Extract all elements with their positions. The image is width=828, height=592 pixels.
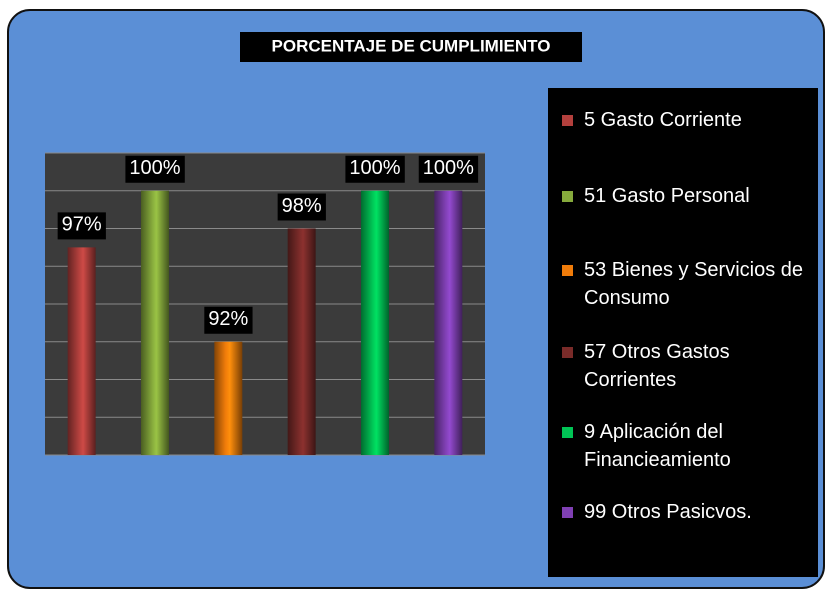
- legend-item: 5 Gasto Corriente: [562, 106, 814, 134]
- legend-label: 53 Bienes y Servicios de Consumo: [584, 259, 804, 309]
- data-label: 100%: [129, 157, 180, 179]
- legend-swatch: [562, 507, 573, 518]
- legend-swatch: [562, 191, 573, 202]
- legend-item: 53 Bienes y Servicios de Consumo: [562, 256, 814, 312]
- data-label-box: [345, 155, 405, 183]
- data-label-box: [204, 306, 253, 334]
- bar: [287, 228, 316, 455]
- data-label: 98%: [282, 195, 322, 217]
- title-box: [240, 32, 582, 62]
- legend-item: 51 Gasto Personal: [562, 182, 814, 210]
- data-label: 92%: [208, 308, 248, 330]
- legend-label: 57 Otros Gastos Corrientes: [584, 341, 730, 391]
- legend-label: 5 Gasto Corriente: [584, 109, 742, 131]
- legend-item: 99 Otros Pasicvos.: [562, 498, 814, 526]
- legend-label: 51 Gasto Personal: [584, 185, 750, 207]
- bar: [434, 190, 463, 455]
- data-label-box: [57, 212, 106, 240]
- legend-label: 99 Otros Pasicvos.: [584, 501, 752, 523]
- bar: [361, 190, 389, 455]
- data-label: 100%: [349, 157, 400, 179]
- chart-title: PORCENTAJE DE CUMPLIMIENTO: [272, 36, 551, 55]
- data-label: 97%: [62, 214, 102, 236]
- data-label-box: [418, 155, 479, 183]
- legend-swatch: [562, 265, 573, 276]
- legend-item: 9 Aplicación del Financieamiento: [562, 418, 814, 474]
- data-label-box: [277, 193, 326, 221]
- legend-item: 57 Otros Gastos Corrientes: [562, 338, 814, 394]
- legend: 5 Gasto Corriente 51 Gasto Personal 53 Bie…: [548, 88, 818, 577]
- legend-swatch: [562, 115, 573, 126]
- data-label: 100%: [423, 157, 474, 179]
- legend-swatch: [562, 427, 573, 438]
- bar: [67, 247, 96, 455]
- bar: [214, 341, 243, 455]
- legend-swatch: [562, 347, 573, 358]
- bar: [141, 190, 169, 455]
- data-label-box: [125, 155, 185, 183]
- legend-label: 9 Aplicación del Financieamiento: [584, 421, 731, 471]
